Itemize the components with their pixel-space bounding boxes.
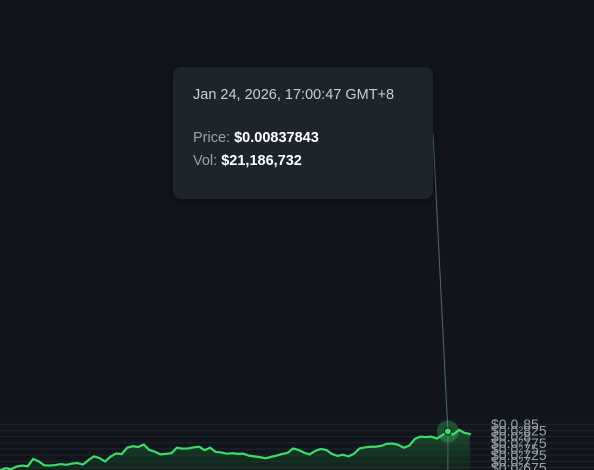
tooltip-vol-label: Vol:: [193, 153, 218, 169]
tooltip-connector: [432, 132, 449, 432]
series-line: [0, 428, 472, 470]
tooltip-vol-value: $21,186,732: [221, 153, 302, 169]
area-shape: [0, 429, 470, 470]
y-tick-label: $0.027: [491, 453, 531, 470]
crosshair: [432, 132, 459, 470]
highlight-point[interactable]: [443, 427, 452, 436]
chart-tooltip: Jan 24, 2026, 17:00:47 GMT+8 Price: $0.0…: [173, 67, 433, 199]
y-axis-ticks: $0.0285$0.02825$0.028$0.02775$0.0275$0.0…: [491, 416, 547, 470]
tooltip-price-value: $0.00837843: [234, 130, 319, 146]
y-tick-label: $0.0285: [491, 416, 539, 435]
y-tick-label: $0.028: [491, 429, 531, 448]
tooltip-price-row: Price: $0.00837843: [193, 130, 413, 146]
y-tick-label: $0.02775: [491, 435, 547, 454]
tooltip-time: Jan 24, 2026, 17:00:47 GMT+8: [193, 87, 395, 103]
y-tick-label: $0.0275: [491, 441, 539, 460]
price-line: [0, 428, 472, 470]
tooltip-price-label: Price:: [193, 130, 231, 146]
y-tick-label: $0.02675: [491, 460, 547, 470]
tooltip-vol-row: Vol: $21,186,732: [193, 153, 413, 169]
y-tick-label: $0.02725: [491, 447, 547, 466]
y-tick-label: $0.02825: [491, 422, 547, 441]
area-fill: [0, 429, 470, 470]
